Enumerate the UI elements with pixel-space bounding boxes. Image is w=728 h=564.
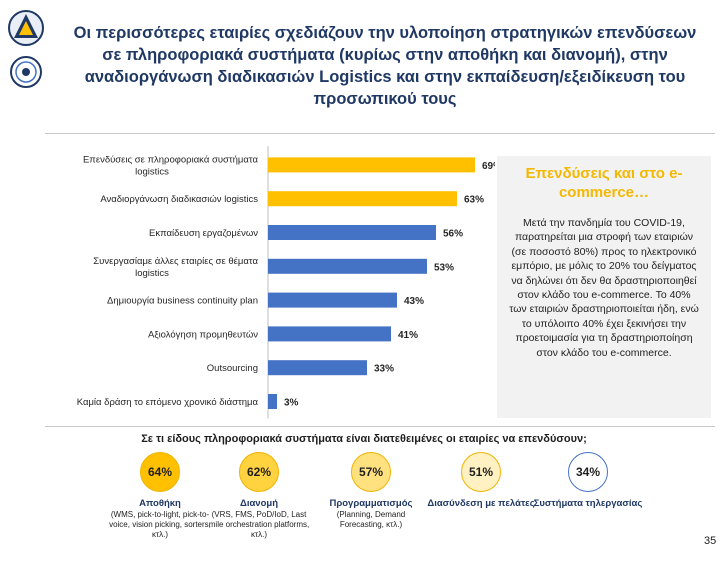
category-label: Εκπαίδευση εργαζομένων [149,228,258,239]
actions-bar-chart: 69%Επενδύσεις σε πληροφοριακά συστήματαl… [77,146,495,419]
system-name: Διανομή [239,498,278,509]
system-warehouse: 64% Αποθήκη (WMS, pick-to-light, pick-to… [105,452,215,540]
data-label: 43% [404,296,424,307]
chart-bar [268,360,367,376]
system-desc: (WMS, pick-to-light, pick-to-voice, visi… [109,510,211,539]
chart-bar [268,157,475,173]
systems-question: Σε τι είδους πληροφοριακά συστήματα είνα… [141,433,587,445]
chart-bar [268,326,391,342]
data-label: 33% [374,364,394,375]
ecommerce-box-text: Μετά την πανδημία του COVID-19, παρατηρε… [509,217,699,359]
data-label: 63% [464,195,484,206]
divider [45,426,715,427]
ecommerce-box-title: Επενδύσεις και στο e-commerce… [525,165,683,201]
data-label: 69% [482,161,495,172]
system-planning: 57% Προγραμματισμός (Planning, Demand Fo… [316,452,426,530]
chart-bar [268,258,427,274]
system-value: 34% [575,465,601,479]
title-line: σε πληροφοριακά συστήματα (κυρίως στην α… [102,46,668,64]
system-name: Διασύνδεση με πελάτες [427,498,535,509]
category-label: Συνεργασίαμε άλλες εταιρίες σε θέματα [93,256,258,267]
system-value: 51% [468,465,494,479]
divider [45,133,715,134]
system-teleworking: 34% Συστήματα τηλεργασίας [533,452,643,510]
system-circle: 57% [351,452,391,492]
page-title: Οι περισσότερες εταιρίες σχεδιάζουν την … [60,22,710,110]
chart-bar [268,292,397,308]
category-label: Αξιολόγηση προμηθευτών [148,329,258,340]
system-circle: 62% [239,452,279,492]
page-number: 35 [704,535,717,547]
system-customers: 51% Διασύνδεση με πελάτες [426,452,536,510]
data-label: 3% [284,398,299,409]
chart-bar [268,394,277,409]
category-label: logistics [135,166,169,177]
systems-row: 64% Αποθήκη (WMS, pick-to-light, pick-to… [0,452,728,552]
title-line: Οι περισσότερες εταιρίες σχεδιάζουν την … [73,24,697,42]
ecommerce-box: Επενδύσεις και στο e-commerce… Μετά την … [497,156,711,418]
category-label: Δημιουργία business continuity plan [107,296,258,307]
category-label: Αναδιοργάνωση διαδικασιών logistics [100,194,258,205]
system-name: Προγραμματισμός [329,498,413,509]
association-logo-icon [8,10,44,46]
system-desc: (Planning, Demand Forecasting, κτλ.) [336,510,406,529]
category-label: Καμία δράση το επόμενο χρονικό διάστημα [77,397,259,408]
chart-bar [268,225,436,240]
system-name: Αποθήκη [139,498,181,509]
data-label: 41% [398,330,418,341]
data-label: 56% [443,229,463,240]
system-distribution: 62% Διανομή (VRS, FMS, PoD/IoD, Last mil… [204,452,314,540]
system-value: 62% [246,465,272,479]
chart-bar [268,191,457,207]
category-label: Επενδύσεις σε πληροφοριακά συστήματα [83,154,259,165]
category-label: logistics [135,268,169,279]
title-line: προσωπικού τους [313,90,457,108]
category-label: Outsourcing [207,363,258,374]
university-seal-icon [10,56,42,88]
system-circle: 64% [140,452,180,492]
system-value: 64% [147,465,173,479]
system-desc: (VRS, FMS, PoD/IoD, Last mile orchestrat… [208,510,310,539]
system-value: 57% [358,465,384,479]
system-name: Συστήματα τηλεργασίας [533,498,643,509]
title-line: αναδιοργάνωση διαδικασιών Logistics και … [84,68,686,86]
system-circle: 34% [568,452,608,492]
data-label: 53% [434,262,454,273]
system-circle: 51% [461,452,501,492]
